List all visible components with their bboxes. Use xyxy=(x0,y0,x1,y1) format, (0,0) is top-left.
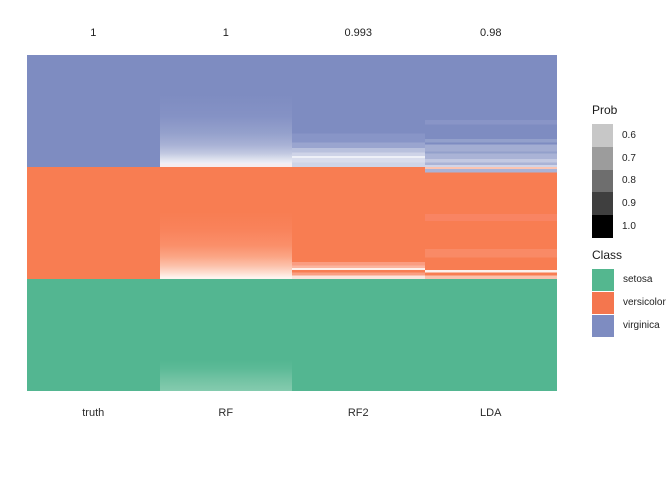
band-setosa xyxy=(159,279,292,391)
class-key-label: versicolor xyxy=(623,297,666,309)
prob-step: 0.8 xyxy=(592,169,666,193)
band-setosa xyxy=(292,279,425,391)
prob-tick-label: 0.9 xyxy=(622,198,636,210)
band-setosa xyxy=(424,279,557,391)
accuracy-row: 1 1 0.993 0.98 xyxy=(27,27,557,40)
class-key-virginica: virginica xyxy=(592,314,666,337)
class-swatch xyxy=(592,291,614,314)
band-versicolor xyxy=(292,167,425,279)
band-virginica xyxy=(159,55,292,167)
band-versicolor xyxy=(27,167,160,279)
class-legend-keys: setosa versicolor virginica xyxy=(592,268,666,337)
heatmap-column-RF2 xyxy=(292,55,425,391)
prob-colorbar: 0.6 0.7 0.8 0.9 1.0 xyxy=(592,124,666,238)
prob-swatch xyxy=(592,124,613,147)
prob-swatch xyxy=(592,192,613,216)
x-axis-labels: truth RF RF2 LDA xyxy=(27,407,557,420)
accuracy-value: 0.993 xyxy=(344,27,373,39)
prob-tick-label: 0.8 xyxy=(622,175,636,187)
prob-swatch xyxy=(592,215,613,238)
class-key-setosa: setosa xyxy=(592,268,666,291)
heatmap-column-truth xyxy=(27,55,160,391)
prob-step: 0.9 xyxy=(592,192,666,216)
x-axis-label-RF: RF xyxy=(218,407,234,419)
x-axis-label-LDA: LDA xyxy=(480,407,502,419)
band-versicolor xyxy=(159,167,292,279)
prob-swatch xyxy=(592,169,613,193)
accuracy-value: 0.98 xyxy=(480,27,502,39)
prob-swatch xyxy=(592,146,613,170)
class-key-versicolor: versicolor xyxy=(592,291,666,314)
band-virginica xyxy=(292,55,425,167)
class-key-label: virginica xyxy=(623,320,660,332)
prob-step: 0.7 xyxy=(592,146,666,170)
legend-panel: Prob 0.6 0.7 0.8 0.9 1.0 Class setosa versico… xyxy=(592,103,666,338)
prob-tick-label: 1.0 xyxy=(622,221,636,233)
band-versicolor xyxy=(424,167,557,279)
class-swatch xyxy=(592,314,614,337)
band-virginica xyxy=(27,55,160,167)
band-virginica xyxy=(424,55,557,167)
class-legend-title: Class xyxy=(592,247,623,262)
band-setosa xyxy=(27,279,160,391)
accuracy-value: 1 xyxy=(222,27,229,39)
x-axis-label-truth: truth xyxy=(82,407,105,419)
prob-step: 0.6 xyxy=(592,124,666,147)
prob-legend-title: Prob xyxy=(592,103,618,117)
accuracy-value: 1 xyxy=(90,27,97,39)
heatmap-column-LDA xyxy=(424,55,557,391)
prob-step: 1.0 xyxy=(592,215,666,238)
heatmap xyxy=(27,55,557,391)
prob-tick-label: 0.7 xyxy=(622,152,636,164)
prob-tick-label: 0.6 xyxy=(622,129,636,141)
class-swatch xyxy=(592,268,614,291)
heatmap-column-RF xyxy=(159,55,292,391)
class-key-label: setosa xyxy=(623,274,653,286)
x-axis-label-RF2: RF2 xyxy=(347,407,369,419)
